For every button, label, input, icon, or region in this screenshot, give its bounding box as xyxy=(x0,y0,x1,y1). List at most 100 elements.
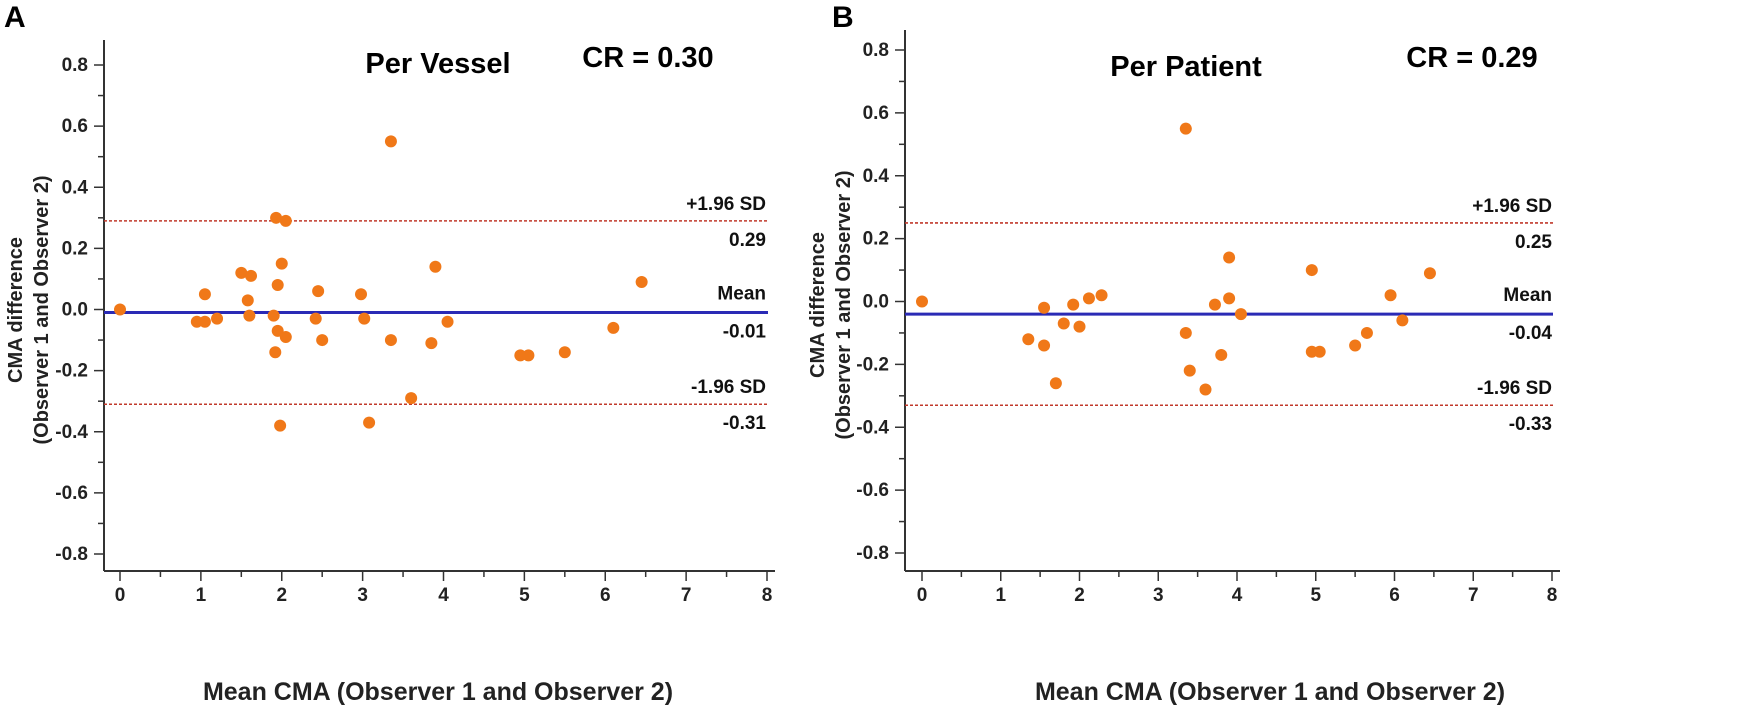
data-point xyxy=(1096,289,1108,301)
upper-limit-value: 0.29 xyxy=(729,230,766,251)
data-point xyxy=(429,261,441,273)
panel-b: B Per Patient CR = 0.29 Mean CMA (Observ… xyxy=(807,1,1560,706)
x-tick-label: 8 xyxy=(762,585,773,606)
x-tick-label: 4 xyxy=(1232,585,1243,606)
data-point xyxy=(114,304,126,316)
x-tick-label: 7 xyxy=(1468,585,1479,606)
y-tick-label: 0.6 xyxy=(863,103,889,124)
y-tick-label: 0.4 xyxy=(62,177,89,198)
data-point xyxy=(559,346,571,358)
data-point xyxy=(242,294,254,306)
x-tick-label: 4 xyxy=(438,585,449,606)
data-point xyxy=(1385,289,1397,301)
data-point xyxy=(607,322,619,334)
y-tick-label: 0.6 xyxy=(62,116,88,137)
x-tick-label: 2 xyxy=(276,585,287,606)
data-point xyxy=(199,316,211,328)
data-point xyxy=(1396,314,1408,326)
panel-a: A Per Vessel CR = 0.30 Mean CMA (Observe… xyxy=(4,1,775,706)
panel-title: Per Vessel xyxy=(365,48,510,80)
data-point xyxy=(1223,292,1235,304)
upper-limit-label: +1.96 SD xyxy=(686,194,766,215)
data-point xyxy=(268,310,280,322)
data-point xyxy=(1074,321,1086,333)
upper-limit-value: 0.25 xyxy=(1515,232,1552,253)
data-point xyxy=(276,258,288,270)
y-tick-label: -0.4 xyxy=(856,417,889,438)
data-point xyxy=(1067,299,1079,311)
y-axis-title-line1: CMA difference xyxy=(5,237,27,383)
data-point xyxy=(1180,327,1192,339)
x-tick-label: 3 xyxy=(357,585,368,606)
data-point xyxy=(1223,251,1235,263)
data-point xyxy=(385,334,397,346)
data-point xyxy=(363,417,375,429)
x-tick-label: 0 xyxy=(115,585,126,606)
data-point xyxy=(405,392,417,404)
y-axis-title-line2: (Observer 1 and Observer 2) xyxy=(31,175,53,444)
y-tick-label: 0.4 xyxy=(863,166,890,187)
y-tick-label: -0.4 xyxy=(55,422,88,443)
data-point xyxy=(1235,308,1247,320)
y-tick-label: 0.0 xyxy=(62,300,88,321)
y-tick-label: -0.8 xyxy=(856,543,889,564)
data-point xyxy=(522,349,534,361)
data-point xyxy=(199,288,211,300)
cr-annotation: CR = 0.30 xyxy=(582,42,713,74)
x-tick-label: 2 xyxy=(1074,585,1085,606)
x-tick-label: 7 xyxy=(681,585,692,606)
x-axis-title: Mean CMA (Observer 1 and Observer 2) xyxy=(1035,678,1505,706)
data-point xyxy=(355,288,367,300)
panel-letter: B xyxy=(832,1,854,34)
data-point xyxy=(1349,340,1361,352)
data-point xyxy=(1314,346,1326,358)
lower-limit-label: -1.96 SD xyxy=(691,377,766,398)
y-tick-label: -0.2 xyxy=(856,354,889,375)
y-tick-label: -0.6 xyxy=(55,483,88,504)
mean-label: Mean xyxy=(1503,285,1552,306)
cr-annotation: CR = 0.29 xyxy=(1406,42,1537,74)
x-tick-label: 1 xyxy=(995,585,1006,606)
data-point xyxy=(385,135,397,147)
y-tick-label: -0.6 xyxy=(856,480,889,501)
data-point xyxy=(1058,318,1070,330)
data-point xyxy=(1038,340,1050,352)
data-point xyxy=(274,420,286,432)
data-point xyxy=(1306,264,1318,276)
data-point xyxy=(312,285,324,297)
data-point xyxy=(1424,267,1436,279)
x-tick-label: 1 xyxy=(196,585,207,606)
data-point xyxy=(1215,349,1227,361)
x-tick-label: 0 xyxy=(917,585,928,606)
data-point xyxy=(211,313,223,325)
panel-title: Per Patient xyxy=(1110,51,1262,83)
data-point xyxy=(1200,384,1212,396)
data-point xyxy=(1209,299,1221,311)
panel-letter: A xyxy=(4,1,26,34)
data-point xyxy=(1361,327,1373,339)
y-tick-label: 0.8 xyxy=(863,40,889,61)
y-tick-label: 0.2 xyxy=(863,229,889,250)
mean-value: -0.04 xyxy=(1509,323,1553,344)
data-point xyxy=(243,310,255,322)
data-point xyxy=(280,215,292,227)
y-tick-label: 0.0 xyxy=(863,292,889,313)
y-axis-title-line1: CMA difference xyxy=(807,232,829,378)
mean-label: Mean xyxy=(717,284,766,305)
data-point xyxy=(316,334,328,346)
data-point xyxy=(310,313,322,325)
y-axis-title-line2: (Observer 1 and Observer 2) xyxy=(833,170,855,439)
data-point xyxy=(1180,123,1192,135)
data-point xyxy=(358,313,370,325)
data-point xyxy=(245,270,257,282)
data-point xyxy=(1050,377,1062,389)
x-axis-title: Mean CMA (Observer 1 and Observer 2) xyxy=(203,678,673,706)
data-point xyxy=(280,331,292,343)
data-point xyxy=(425,337,437,349)
x-tick-label: 6 xyxy=(1389,585,1400,606)
data-point xyxy=(1083,292,1095,304)
upper-limit-label: +1.96 SD xyxy=(1472,196,1552,217)
x-tick-label: 5 xyxy=(1310,585,1321,606)
data-point xyxy=(636,276,648,288)
